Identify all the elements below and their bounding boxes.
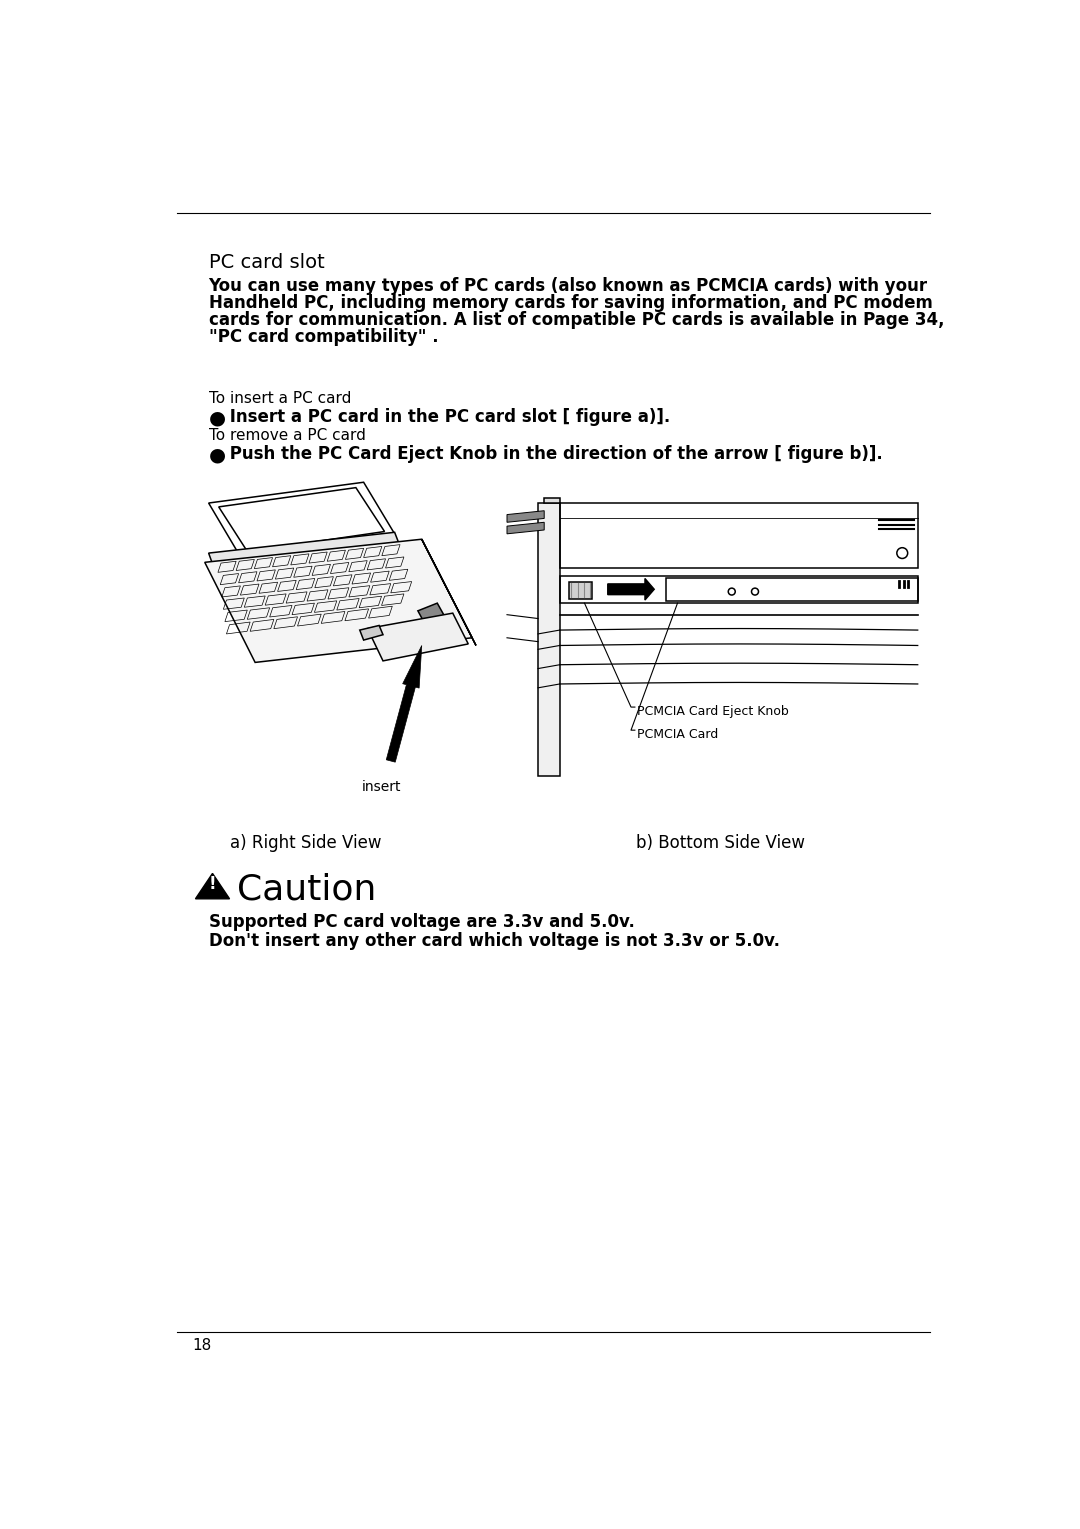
Polygon shape [195, 873, 230, 899]
Text: !: ! [208, 875, 216, 893]
Text: Push the PC Card Eject Knob in the direction of the arrow [ figure b)].: Push the PC Card Eject Knob in the direc… [225, 445, 882, 463]
Polygon shape [569, 581, 592, 598]
Text: Supported PC card voltage are 3.3v and 5.0v.: Supported PC card voltage are 3.3v and 5… [208, 913, 635, 931]
Text: Don't insert any other card which voltage is not 3.3v or 5.0v.: Don't insert any other card which voltag… [208, 931, 780, 950]
Text: b) Bottom Side View: b) Bottom Side View [636, 835, 805, 852]
Polygon shape [208, 532, 399, 564]
Polygon shape [205, 540, 472, 662]
Polygon shape [538, 503, 559, 777]
Polygon shape [360, 625, 383, 641]
Text: cards for communication. A list of compatible PC cards is available in Page 34,: cards for communication. A list of compa… [208, 312, 944, 329]
Polygon shape [507, 523, 544, 534]
Text: 18: 18 [192, 1338, 212, 1353]
Text: You can use many types of PC cards (also known as PCMCIA cards) with your: You can use many types of PC cards (also… [208, 277, 928, 295]
Polygon shape [608, 578, 654, 599]
Text: ●: ● [208, 408, 226, 427]
Text: a) Right Side View: a) Right Side View [230, 835, 381, 852]
Text: PC card slot: PC card slot [208, 252, 324, 272]
Text: Caution: Caution [238, 873, 377, 907]
Polygon shape [418, 602, 449, 633]
Polygon shape [507, 511, 544, 523]
Text: insert: insert [362, 780, 401, 794]
Text: PCMCIA Card Eject Knob: PCMCIA Card Eject Knob [637, 705, 789, 717]
Polygon shape [387, 645, 422, 761]
Polygon shape [422, 540, 476, 645]
Text: PCMCIA Card: PCMCIA Card [637, 728, 718, 742]
Text: To insert a PC card: To insert a PC card [208, 391, 351, 407]
Text: ●: ● [208, 445, 226, 465]
Text: To remove a PC card: To remove a PC card [208, 428, 365, 443]
Polygon shape [367, 613, 469, 661]
Text: Handheld PC, including memory cards for saving information, and PC modem: Handheld PC, including memory cards for … [208, 295, 932, 312]
Polygon shape [544, 497, 559, 503]
Text: Insert a PC card in the PC card slot [ figure a)].: Insert a PC card in the PC card slot [ f… [225, 408, 671, 427]
Text: "PC card compatibility" .: "PC card compatibility" . [208, 329, 438, 346]
